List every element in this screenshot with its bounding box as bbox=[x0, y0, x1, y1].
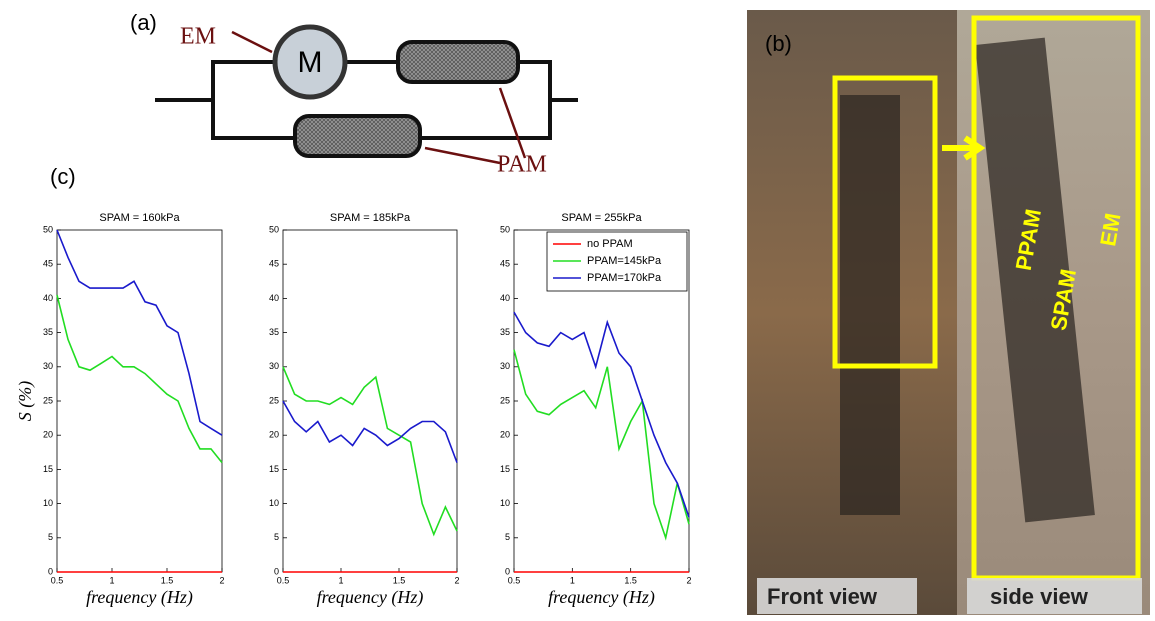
x-tick-label: 0.5 bbox=[508, 575, 521, 585]
photo-caption: Front view bbox=[767, 584, 878, 609]
x-tick-label: 0.5 bbox=[277, 575, 290, 585]
em-label: EM bbox=[180, 24, 216, 50]
chart-title: SPAM = 160kPa bbox=[99, 212, 180, 224]
y-tick-label: 15 bbox=[269, 464, 279, 474]
y-tick-label: 45 bbox=[500, 259, 510, 269]
x-tick-label: 1 bbox=[570, 575, 575, 585]
x-tick-label: 2 bbox=[686, 575, 691, 585]
diagram bbox=[155, 24, 578, 165]
motor-label: M bbox=[298, 46, 323, 79]
y-tick-label: 25 bbox=[269, 395, 279, 405]
chart-title: SPAM = 185kPa bbox=[330, 212, 411, 224]
y-tick-label: 10 bbox=[269, 498, 279, 508]
photo-caption: side view bbox=[990, 584, 1089, 609]
panel-label: (a) bbox=[130, 10, 157, 35]
y-tick-label: 50 bbox=[43, 224, 53, 234]
x-axis-label: frequency (Hz) bbox=[548, 587, 655, 608]
x-tick-label: 2 bbox=[219, 575, 224, 585]
x-tick-label: 1.5 bbox=[161, 575, 174, 585]
y-tick-label: 10 bbox=[500, 498, 510, 508]
legend-label: PPAM=145kPa bbox=[587, 255, 662, 267]
panel-label: (b) bbox=[765, 31, 792, 56]
x-tick-label: 2 bbox=[454, 575, 459, 585]
x-tick-label: 0.5 bbox=[51, 575, 64, 585]
y-tick-label: 30 bbox=[43, 361, 53, 371]
series-line bbox=[282, 366, 458, 537]
y-tick-label: 50 bbox=[500, 224, 510, 234]
x-axis-label: frequency (Hz) bbox=[86, 587, 193, 608]
x-tick-label: 1 bbox=[338, 575, 343, 585]
y-tick-label: 20 bbox=[43, 430, 53, 440]
photo bbox=[747, 10, 1150, 615]
x-tick-label: 1.5 bbox=[624, 575, 637, 585]
y-tick-label: 45 bbox=[43, 259, 53, 269]
photo-label: EM bbox=[1095, 211, 1125, 248]
chart-title: SPAM = 255kPa bbox=[561, 212, 642, 224]
panel-label: (c) bbox=[50, 164, 76, 189]
x-axis-label: frequency (Hz) bbox=[317, 587, 424, 608]
y-tick-label: 50 bbox=[269, 224, 279, 234]
series-line bbox=[282, 400, 458, 463]
y-tick-label: 15 bbox=[43, 464, 53, 474]
y-tick-label: 20 bbox=[500, 430, 510, 440]
y-tick-label: 40 bbox=[43, 293, 53, 303]
y-tick-label: 40 bbox=[500, 293, 510, 303]
y-tick-label: 40 bbox=[269, 293, 279, 303]
y-tick-label: 5 bbox=[505, 532, 510, 542]
series-line bbox=[56, 294, 223, 464]
series-line bbox=[56, 229, 223, 436]
y-tick-label: 5 bbox=[274, 532, 279, 542]
y-tick-label: 10 bbox=[43, 498, 53, 508]
x-tick-label: 1.5 bbox=[393, 575, 406, 585]
y-tick-label: 35 bbox=[269, 327, 279, 337]
legend-label: no PPAM bbox=[587, 238, 633, 250]
pam-label: PAM bbox=[497, 152, 547, 178]
y-tick-label: 35 bbox=[500, 327, 510, 337]
x-tick-label: 1 bbox=[109, 575, 114, 585]
y-axis-label: S (%) bbox=[15, 381, 36, 421]
legend-label: PPAM=170kPa bbox=[587, 272, 662, 284]
y-tick-label: 0 bbox=[48, 566, 53, 576]
y-tick-label: 25 bbox=[500, 395, 510, 405]
plot-area bbox=[56, 229, 223, 573]
y-tick-label: 35 bbox=[43, 327, 53, 337]
y-tick-label: 5 bbox=[48, 532, 53, 542]
y-tick-label: 0 bbox=[274, 566, 279, 576]
y-tick-label: 30 bbox=[500, 361, 510, 371]
series-line bbox=[513, 349, 690, 541]
y-tick-label: 30 bbox=[269, 361, 279, 371]
y-tick-label: 45 bbox=[269, 259, 279, 269]
y-tick-label: 15 bbox=[500, 464, 510, 474]
y-tick-label: 20 bbox=[269, 430, 279, 440]
y-tick-label: 25 bbox=[43, 395, 53, 405]
y-tick-label: 0 bbox=[505, 566, 510, 576]
series-line bbox=[513, 311, 690, 518]
